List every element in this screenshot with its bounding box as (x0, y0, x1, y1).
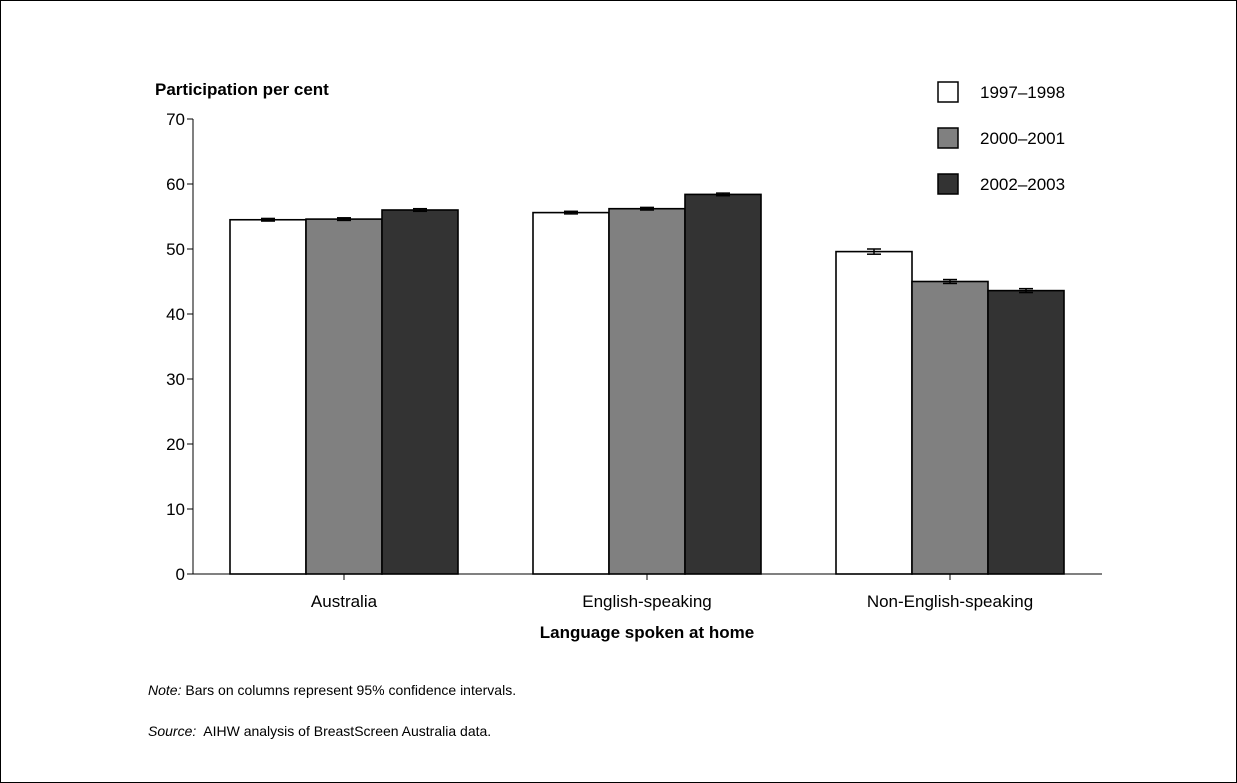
y-tick-label: 40 (166, 305, 185, 324)
bar (987, 289, 1065, 575)
legend-label: 2002–2003 (980, 175, 1065, 194)
bar (684, 193, 762, 575)
source-label: Source: (148, 723, 197, 739)
bar (532, 211, 610, 575)
y-tick-label: 20 (166, 435, 185, 454)
bar (911, 280, 989, 575)
y-axis-label: Participation per cent (155, 80, 329, 99)
chart-source: Source: AIHW analysis of BreastScreen Au… (148, 723, 491, 739)
chart-note: Note: Bars on columns represent 95% conf… (148, 682, 516, 698)
x-tick-label: Non-English-speaking (867, 592, 1033, 611)
note-label: Note: (148, 682, 182, 698)
source-text: AIHW analysis of BreastScreen Australia … (196, 723, 492, 739)
y-tick-label: 10 (166, 500, 185, 519)
legend-label: 2000–2001 (980, 129, 1065, 148)
y-tick-label: 50 (166, 240, 185, 259)
bar (381, 209, 459, 575)
x-tick-label: Australia (311, 592, 378, 611)
legend-swatch (937, 127, 959, 149)
note-text: Bars on columns represent 95% confidence… (181, 682, 517, 698)
y-tick-label: 70 (166, 110, 185, 129)
y-tick-label: 60 (166, 175, 185, 194)
bar (305, 218, 383, 575)
x-tick-label: English-speaking (582, 592, 711, 611)
bar (835, 250, 913, 575)
bar (229, 218, 307, 575)
y-tick-label: 0 (176, 565, 185, 584)
legend-swatch (937, 173, 959, 195)
bar (608, 207, 686, 575)
legend-label: 1997–1998 (980, 83, 1065, 102)
legend-swatch (937, 81, 959, 103)
x-axis-label: Language spoken at home (540, 623, 754, 642)
y-tick-label: 30 (166, 370, 185, 389)
